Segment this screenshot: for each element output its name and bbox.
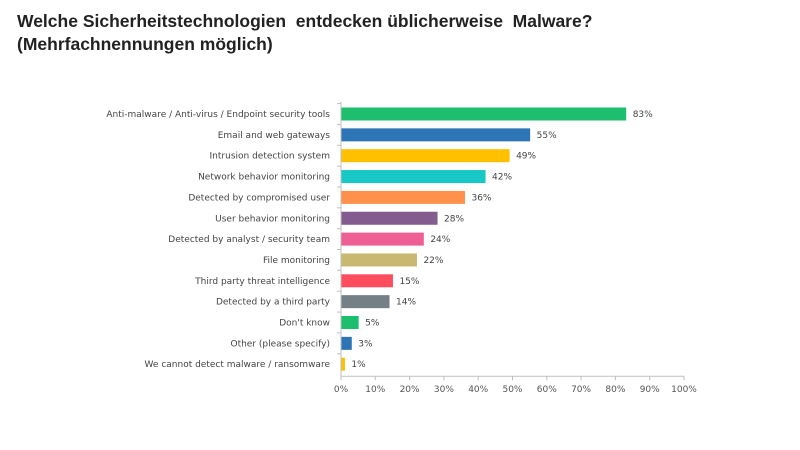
category-label: Network behavior monitoring: [198, 173, 330, 183]
category-label: Anti-malware / Anti-virus / Endpoint sec…: [106, 110, 330, 120]
bar-value-label: 22%: [423, 256, 443, 266]
bar: [341, 253, 417, 267]
chart-title: Welche Sicherheitstechnologien entdecken…: [17, 10, 777, 56]
x-tick-label: 40%: [468, 385, 488, 395]
category-label: Intrusion detection system: [210, 152, 330, 162]
chart-title-line-2: (Mehrfachnennungen möglich): [17, 34, 273, 54]
category-label: File monitoring: [263, 256, 330, 266]
bar-value-label: 28%: [444, 214, 464, 224]
bar-value-label: 49%: [516, 152, 536, 162]
bar: [341, 170, 486, 184]
bar-value-label: 3%: [358, 339, 373, 349]
x-tick-label: 20%: [400, 385, 420, 395]
category-label: Detected by a third party: [216, 298, 331, 308]
bar: [341, 295, 390, 309]
x-tick-label: 60%: [537, 385, 557, 395]
x-tick-label: 30%: [434, 385, 454, 395]
bar-value-label: 15%: [399, 277, 419, 287]
bar-value-label: 83%: [633, 110, 653, 120]
bar-value-label: 5%: [365, 319, 380, 329]
bar-value-label: 55%: [537, 131, 557, 141]
bar: [341, 336, 352, 350]
bar: [341, 357, 345, 371]
x-tick-label: 10%: [365, 385, 385, 395]
bar: [341, 316, 359, 329]
bar: [341, 274, 393, 288]
category-label: Detected by analyst / security team: [168, 235, 330, 245]
category-label: User behavior monitoring: [215, 214, 330, 224]
bar-value-label: 14%: [396, 298, 416, 308]
category-label: Third party threat intelligence: [194, 277, 330, 287]
bar: [341, 149, 510, 163]
x-tick-label: 100%: [671, 385, 697, 395]
category-label: Email and web gateways: [218, 131, 331, 141]
bar: [341, 128, 531, 142]
x-tick-label: 0%: [334, 385, 349, 395]
x-tick-label: 50%: [502, 385, 522, 395]
bar-value-label: 1%: [351, 360, 366, 370]
bar: [341, 107, 627, 121]
x-tick-label: 80%: [605, 385, 625, 395]
bar-value-label: 36%: [471, 193, 491, 203]
bar: [341, 211, 438, 225]
category-label: Don't know: [279, 319, 330, 329]
bar-value-label: 42%: [492, 173, 512, 183]
bar: [341, 232, 424, 246]
chart-title-line-1: Welche Sicherheitstechnologien entdecken…: [17, 11, 593, 31]
x-tick-label: 90%: [640, 385, 660, 395]
x-tick-label: 70%: [571, 385, 591, 395]
bar-value-label: 24%: [430, 235, 450, 245]
category-label: We cannot detect malware / ransomware: [145, 360, 331, 370]
bar: [341, 190, 465, 204]
category-label: Detected by compromised user: [188, 193, 330, 203]
category-label: Other (please specify): [230, 339, 330, 349]
